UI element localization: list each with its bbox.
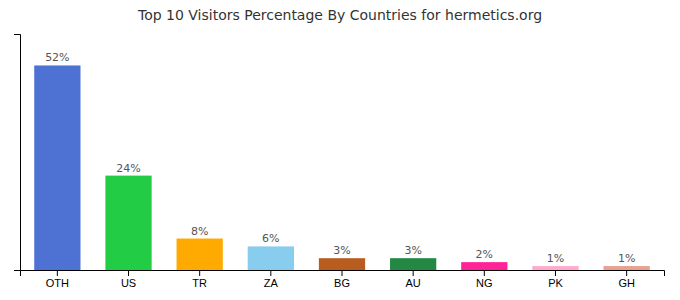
x-tick-mark [57, 270, 58, 276]
bar [390, 258, 436, 270]
bar [319, 258, 365, 270]
x-tick: OTH [46, 270, 69, 289]
x-tick-label: NG [476, 277, 493, 289]
x-tick-label: US [121, 277, 136, 289]
x-tick-label: AU [406, 277, 421, 289]
bar [105, 176, 151, 270]
data-label: 1% [618, 252, 635, 265]
x-tick: AU [406, 270, 421, 289]
x-tick-label: TR [192, 277, 207, 289]
x-axis: OTH US TR ZA BG AU NG PK GH [21, 270, 665, 289]
bar [461, 262, 507, 270]
x-tick-label: PK [548, 277, 563, 289]
data-label: 3% [404, 244, 421, 257]
bar [34, 65, 80, 270]
x-tick: US [121, 270, 136, 289]
data-label: 2% [476, 248, 493, 261]
x-tick-mark [270, 270, 271, 276]
x-tick: NG [476, 270, 493, 289]
bar [532, 266, 578, 270]
chart: Top 10 Visitors Percentage By Countries … [0, 0, 680, 300]
x-tick-mark [413, 270, 414, 276]
bar [248, 246, 294, 270]
bars [34, 65, 650, 270]
data-label: 52% [45, 51, 69, 64]
x-tick-mark [626, 270, 627, 276]
data-label: 1% [547, 252, 564, 265]
x-tick-mark [342, 270, 343, 276]
data-label: 24% [116, 162, 140, 175]
x-tick: PK [548, 270, 563, 289]
x-tick-mark [199, 270, 200, 276]
x-tick-label: ZA [264, 277, 279, 289]
x-tick-mark [128, 270, 129, 276]
x-tick: BG [334, 270, 350, 289]
data-label: 6% [262, 232, 279, 245]
y-axis [14, 35, 21, 271]
x-tick-label: BG [334, 277, 350, 289]
x-tick-mark [555, 270, 556, 276]
x-tick: GH [618, 270, 635, 289]
x-tick-label: GH [618, 277, 635, 289]
x-tick-label: OTH [46, 277, 69, 289]
bar [604, 266, 650, 270]
data-label: 8% [191, 225, 208, 238]
x-axis-line [21, 271, 665, 277]
data-labels: 52% 24% 8% 6% 3% 3% 2% 1% 1% [45, 51, 635, 265]
data-label: 3% [333, 244, 350, 257]
x-tick: TR [192, 270, 207, 289]
x-tick: ZA [264, 270, 279, 289]
y-axis-line [14, 35, 21, 271]
bar [177, 239, 223, 270]
plot: OTH US TR ZA BG AU NG PK GH 52% 24% 8% 6% 3% 3% 2% 1% 1% [14, 35, 665, 289]
title: Top 10 Visitors Percentage By Countries … [137, 7, 542, 23]
x-tick-mark [484, 270, 485, 276]
